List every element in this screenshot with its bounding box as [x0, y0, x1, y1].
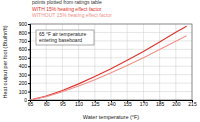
plot-frame	[30, 24, 192, 100]
y-tick-label: 600	[19, 46, 28, 52]
y-tick-mark	[28, 66, 30, 67]
x-axis: 65 80 95 110 125 140 155 170 185 200 215	[28, 100, 197, 107]
y-tick-label: 500	[19, 55, 28, 61]
y-tick: 700	[19, 38, 30, 44]
x-tick: 140	[107, 100, 116, 107]
x-tick: 185	[156, 100, 165, 107]
x-tick-label: 155	[124, 101, 133, 107]
y-tick: 500	[19, 55, 30, 61]
y-tick-mark	[28, 83, 30, 84]
x-axis-title: Water temperature (°F)	[83, 114, 140, 120]
grid-line	[94, 24, 95, 100]
grid-line	[143, 24, 144, 100]
x-tick-label: 95	[60, 101, 66, 107]
annotation: 65 °F air temperatureentering baseboard	[36, 30, 94, 45]
x-tick-label: 65	[28, 101, 34, 107]
x-tick-label: 80	[44, 101, 50, 107]
legend: WITH 15% heating effect factorWITHOUT 15…	[32, 6, 112, 18]
y-tick-mark	[28, 58, 30, 59]
x-tick-label: 110	[75, 101, 83, 107]
series-line	[30, 26, 187, 100]
x-tick-label: 170	[140, 101, 149, 107]
y-axis: 0 100 200 300 400 500 600 700 800 900	[19, 21, 31, 103]
y-tick: 900	[19, 21, 30, 27]
plot-area	[30, 26, 187, 100]
y-tick: 100	[19, 89, 30, 95]
x-tick-label: 125	[91, 101, 100, 107]
x-tick: 215	[188, 100, 197, 107]
x-tick: 155	[124, 100, 133, 107]
y-tick-mark	[28, 75, 30, 76]
y-tick-mark	[28, 41, 30, 42]
grid-line	[175, 24, 176, 100]
grid	[30, 24, 192, 100]
legend-entry: WITHOUT 15% heating effect factor	[32, 12, 112, 18]
chart: points plotted from ratings table 65 80 95 1…	[0, 0, 200, 122]
y-tick: 800	[19, 30, 30, 36]
y-tick-label: 100	[19, 89, 28, 95]
x-tick-label: 200	[172, 101, 181, 107]
y-tick-mark	[28, 100, 30, 101]
x-tick: 110	[75, 100, 83, 107]
x-tick: 170	[140, 100, 149, 107]
y-tick-label: 300	[19, 72, 28, 78]
y-tick: 600	[19, 46, 30, 52]
x-tick: 95	[60, 100, 66, 107]
x-tick: 200	[172, 100, 181, 107]
y-axis-title: Heat output per foot (Btu/hr/ft)	[2, 25, 8, 98]
y-axis-line	[28, 25, 31, 101]
y-tick-label: 200	[19, 80, 28, 86]
y-tick-label: 700	[19, 38, 28, 44]
annotation-box	[36, 30, 94, 45]
x-tick-label: 215	[188, 101, 197, 107]
y-tick-mark	[28, 24, 30, 25]
y-tick: 300	[19, 72, 30, 78]
x-tick: 125	[91, 100, 100, 107]
y-tick-label: 400	[19, 63, 28, 69]
y-tick: 0	[24, 97, 30, 103]
series-line	[30, 36, 187, 100]
y-tick: 400	[19, 63, 30, 69]
y-tick-mark	[28, 49, 30, 50]
x-tick-label: 185	[156, 101, 165, 107]
x-tick: 80	[44, 100, 50, 107]
y-tick-label: 0	[24, 97, 27, 103]
y-tick-mark	[28, 32, 30, 33]
title: points plotted from ratings table	[32, 0, 102, 5]
grid-line	[159, 24, 160, 100]
y-tick-label: 900	[19, 21, 28, 27]
grid-line	[111, 24, 112, 100]
y-tick-mark	[28, 92, 30, 93]
grid-line	[127, 24, 128, 100]
y-tick: 200	[19, 80, 30, 86]
x-tick-label: 140	[107, 101, 116, 107]
annotation-text: entering baseboard	[39, 37, 82, 43]
y-tick-label: 800	[19, 30, 28, 36]
